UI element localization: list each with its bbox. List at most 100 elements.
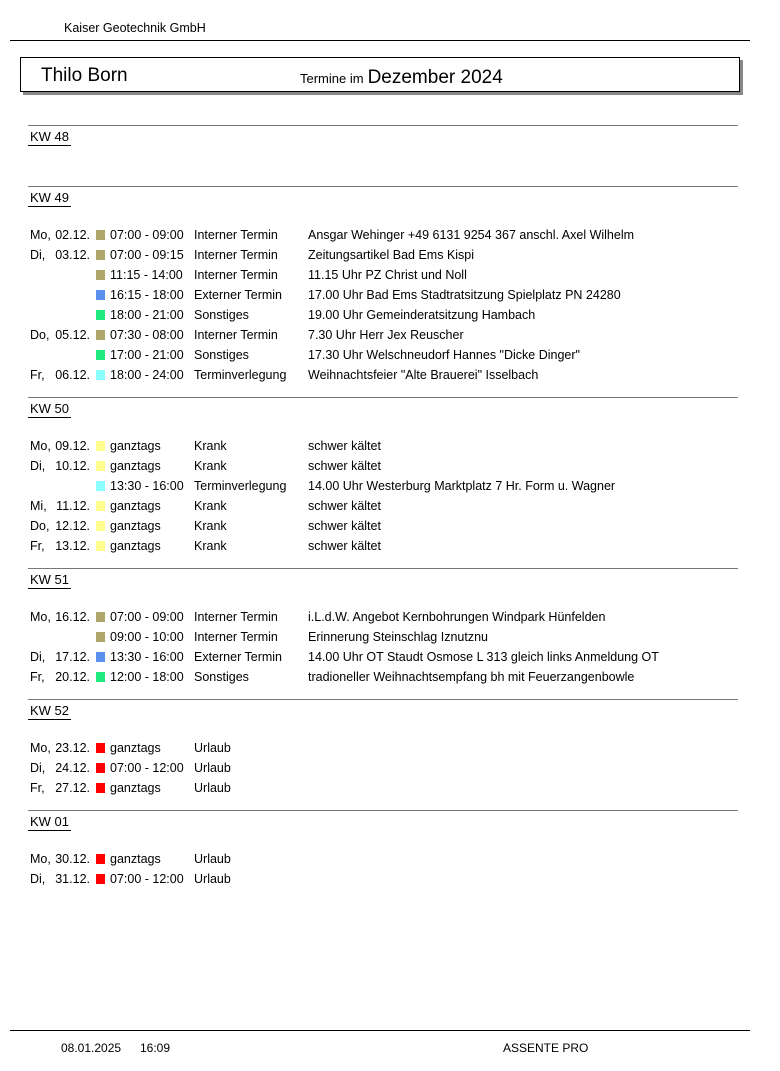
appointment-row: Mo, 02.12. 07:00 - 09:00 Interner Termin Ans… (28, 225, 738, 245)
appointment-description: schwer kältet (308, 439, 381, 453)
date: 05.12. (55, 328, 90, 342)
company-name: Kaiser Geotechnik GmbH (64, 21, 206, 35)
appointment-list: Mo, 02.12. 07:00 - 09:00 Interner Termin Ans… (28, 187, 738, 397)
appointment-row: Fr, 13.12. ganztags Krank schwer kältet (28, 536, 738, 556)
appointment-row: 17:00 - 21:00 Sonstiges 17.30 Uhr Welschne… (28, 345, 738, 365)
time-range: 12:00 - 18:00 (110, 670, 184, 684)
appointment-description: 11.15 Uhr PZ Christ und Noll (308, 268, 467, 282)
week-label: KW 49 (28, 190, 72, 207)
app-name: ASSENTE PRO (503, 1041, 589, 1055)
date: 02.12. (55, 228, 90, 242)
appointment-description: schwer kältet (308, 499, 381, 513)
weekday: Mo, (30, 228, 51, 242)
category-color-marker (96, 632, 105, 642)
appointment-type: Interner Termin (194, 228, 278, 242)
week-label: KW 01 (28, 814, 72, 831)
appointment-list: Mo, 16.12. 07:00 - 09:00 Interner Termin i.L… (28, 569, 738, 699)
weekday: Di, (30, 459, 46, 473)
title-box: Thilo Born Termine im Dezember 2024 (20, 57, 740, 92)
week-section: KW 51 Mo, 16.12. 07:00 - 09:00 Interner Term… (28, 568, 738, 699)
appointment-type: Urlaub (194, 781, 231, 795)
appointment-description: 19.00 Uhr Gemeinderatsitzung Hambach (308, 308, 536, 322)
time-range: 17:00 - 21:00 (110, 348, 184, 362)
appointment-description: schwer kältet (308, 459, 381, 473)
time-range: ganztags (110, 539, 161, 553)
time-range: ganztags (110, 781, 161, 795)
appointment-row: Di, 17.12. 13:30 - 16:00 Externer Termin 14.… (28, 647, 738, 667)
time-range: 18:00 - 24:00 (110, 368, 184, 382)
header-divider (10, 40, 750, 41)
appointment-type: Terminverlegung (194, 368, 287, 382)
appointment-description: schwer kältet (308, 539, 381, 553)
weekday: Mo, (30, 852, 51, 866)
appointment-row: 11:15 - 14:00 Interner Termin 11.15 Uhr PZ… (28, 265, 738, 285)
category-color-marker (96, 672, 105, 682)
time-range: 11:15 - 14:00 (110, 268, 183, 282)
appointment-list: Mo, 09.12. ganztags Krank schwer kältet Di, 10… (28, 398, 738, 568)
date: 27.12. (55, 781, 90, 795)
weekday: Mo, (30, 439, 51, 453)
print-time: 16:09 (140, 1041, 171, 1055)
appointment-row: Mo, 09.12. ganztags Krank schwer kältet (28, 436, 738, 456)
appointment-type: Krank (194, 499, 227, 513)
category-color-marker (96, 874, 105, 884)
appointment-description: Weihnachtsfeier "Alte Brauerei" Isselbac… (308, 368, 539, 382)
category-color-marker (96, 854, 105, 864)
appointment-row: Di, 03.12. 07:00 - 09:15 Interner Termin Zei… (28, 245, 738, 265)
weekday: Di, (30, 248, 46, 262)
weekday: Fr, (30, 670, 45, 684)
time-range: ganztags (110, 439, 161, 453)
weekday: Di, (30, 650, 46, 664)
category-color-marker (96, 501, 105, 511)
category-color-marker (96, 270, 105, 280)
time-range: 07:00 - 09:00 (110, 610, 184, 624)
time-range: 16:15 - 18:00 (110, 288, 184, 302)
category-color-marker (96, 461, 105, 471)
appointment-type: Sonstiges (194, 348, 249, 362)
appointment-list: Mo, 23.12. ganztags Urlaub Di, 24.12. 07:00 - … (28, 700, 738, 810)
appointment-row: 09:00 - 10:00 Interner Termin Erinnerung S… (28, 627, 738, 647)
week-sections: KW 48 KW 49 Mo, 02.12. 07:00 - 09:00 Interner… (28, 125, 738, 901)
weekday: Mo, (30, 741, 51, 755)
appointment-description: Ansgar Wehinger +49 6131 9254 367 anschl… (308, 228, 635, 242)
weekday: Mo, (30, 610, 51, 624)
appointment-type: Sonstiges (194, 308, 249, 322)
week-section: KW 48 (28, 125, 738, 186)
category-color-marker (96, 290, 105, 300)
appointment-description: Erinnerung Steinschlag Iznutznu (308, 630, 488, 644)
category-color-marker (96, 783, 105, 793)
date: 10.12. (55, 459, 90, 473)
appointment-description: i.L.d.W. Angebot Kernbohrungen Windpark … (308, 610, 606, 624)
appointment-row: Fr, 20.12. 12:00 - 18:00 Sonstiges tradionel… (28, 667, 738, 687)
person-name: Thilo Born (41, 65, 128, 86)
appointment-row: Fr, 27.12. ganztags Urlaub (28, 778, 738, 798)
appointment-row: Mo, 16.12. 07:00 - 09:00 Interner Termin i.L… (28, 607, 738, 627)
appointment-type: Terminverlegung (194, 479, 287, 493)
date: 31.12. (55, 872, 90, 886)
appointment-type: Interner Termin (194, 268, 278, 282)
weekday: Fr, (30, 781, 45, 795)
time-range: 07:00 - 09:15 (110, 248, 184, 262)
appointment-type: Krank (194, 539, 227, 553)
time-range: 18:00 - 21:00 (110, 308, 184, 322)
weekday: Fr, (30, 539, 45, 553)
time-range: 07:30 - 08:00 (110, 328, 184, 342)
category-color-marker (96, 441, 105, 451)
appointment-row: Mo, 30.12. ganztags Urlaub (28, 849, 738, 869)
time-range: 09:00 - 10:00 (110, 630, 184, 644)
week-label: KW 51 (28, 572, 72, 589)
week-label: KW 52 (28, 703, 72, 720)
appointment-type: Urlaub (194, 852, 231, 866)
date: 11.12. (56, 499, 90, 513)
appointment-row: Fr, 06.12. 18:00 - 24:00 Terminverlegung Wei… (28, 365, 738, 385)
appointment-row: Di, 31.12. 07:00 - 12:00 Urlaub (28, 869, 738, 889)
category-color-marker (96, 250, 105, 260)
category-color-marker (96, 612, 105, 622)
date: 13.12. (55, 539, 90, 553)
appointment-description: schwer kältet (308, 519, 381, 533)
category-color-marker (96, 350, 105, 360)
time-range: ganztags (110, 741, 161, 755)
date: 23.12. (55, 741, 90, 755)
time-range: ganztags (110, 499, 161, 513)
print-date: 08.01.2025 (61, 1041, 122, 1055)
